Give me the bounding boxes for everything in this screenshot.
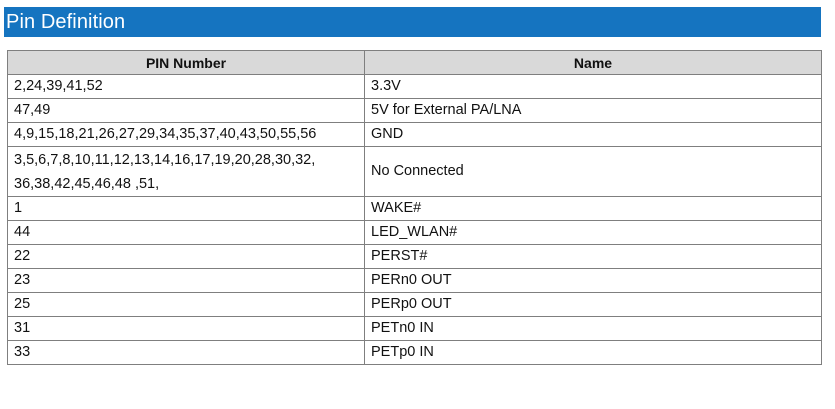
column-header-name: Name xyxy=(364,50,822,75)
table-row: 3,5,6,7,8,10,11,12,13,14,16,17,19,20,28,… xyxy=(7,146,822,197)
pin-number-cell: 3,5,6,7,8,10,11,12,13,14,16,17,19,20,28,… xyxy=(7,146,365,197)
table-row: 2,24,39,41,52 3.3V xyxy=(7,74,822,99)
table-row: 22 PERST# xyxy=(7,244,822,269)
table-row: 25 PERp0 OUT xyxy=(7,292,822,317)
table-row: 23 PERn0 OUT xyxy=(7,268,822,293)
pin-definition-table: PIN Number Name 2,24,39,41,52 3.3V 47,49… xyxy=(7,50,822,365)
pin-name-cell: PETp0 IN xyxy=(364,340,822,365)
pin-number-cell: 33 xyxy=(7,340,365,365)
pin-number-cell: 23 xyxy=(7,268,365,293)
pin-name-cell: WAKE# xyxy=(364,196,822,221)
pin-number-cell: 22 xyxy=(7,244,365,269)
pin-name-cell: PERp0 OUT xyxy=(364,292,822,317)
pin-name-cell: PERST# xyxy=(364,244,822,269)
pin-number-cell: 31 xyxy=(7,316,365,341)
section-title: Pin Definition xyxy=(6,11,126,33)
table-row: 47,49 5V for External PA/LNA xyxy=(7,98,822,123)
pin-name-cell: 5V for External PA/LNA xyxy=(364,98,822,123)
table-header-row: PIN Number Name xyxy=(7,50,822,75)
section-title-bar: Pin Definition xyxy=(4,7,821,37)
pin-name-cell: 3.3V xyxy=(364,74,822,99)
table-row: 33 PETp0 IN xyxy=(7,340,822,365)
column-header-pin-number: PIN Number xyxy=(7,50,365,75)
table-row: 31 PETn0 IN xyxy=(7,316,822,341)
pin-number-cell: 4,9,15,18,21,26,27,29,34,35,37,40,43,50,… xyxy=(7,122,365,147)
table-row: 4,9,15,18,21,26,27,29,34,35,37,40,43,50,… xyxy=(7,122,822,147)
pin-number-cell: 47,49 xyxy=(7,98,365,123)
pin-name-cell: LED_WLAN# xyxy=(364,220,822,245)
pin-name-cell: No Connected xyxy=(364,146,822,197)
pin-number-cell: 25 xyxy=(7,292,365,317)
pin-name-cell: PERn0 OUT xyxy=(364,268,822,293)
pin-number-cell: 44 xyxy=(7,220,365,245)
pin-name-cell: GND xyxy=(364,122,822,147)
pin-number-cell: 1 xyxy=(7,196,365,221)
table-row: 1 WAKE# xyxy=(7,196,822,221)
pin-name-cell: PETn0 IN xyxy=(364,316,822,341)
pin-number-cell: 2,24,39,41,52 xyxy=(7,74,365,99)
table-row: 44 LED_WLAN# xyxy=(7,220,822,245)
